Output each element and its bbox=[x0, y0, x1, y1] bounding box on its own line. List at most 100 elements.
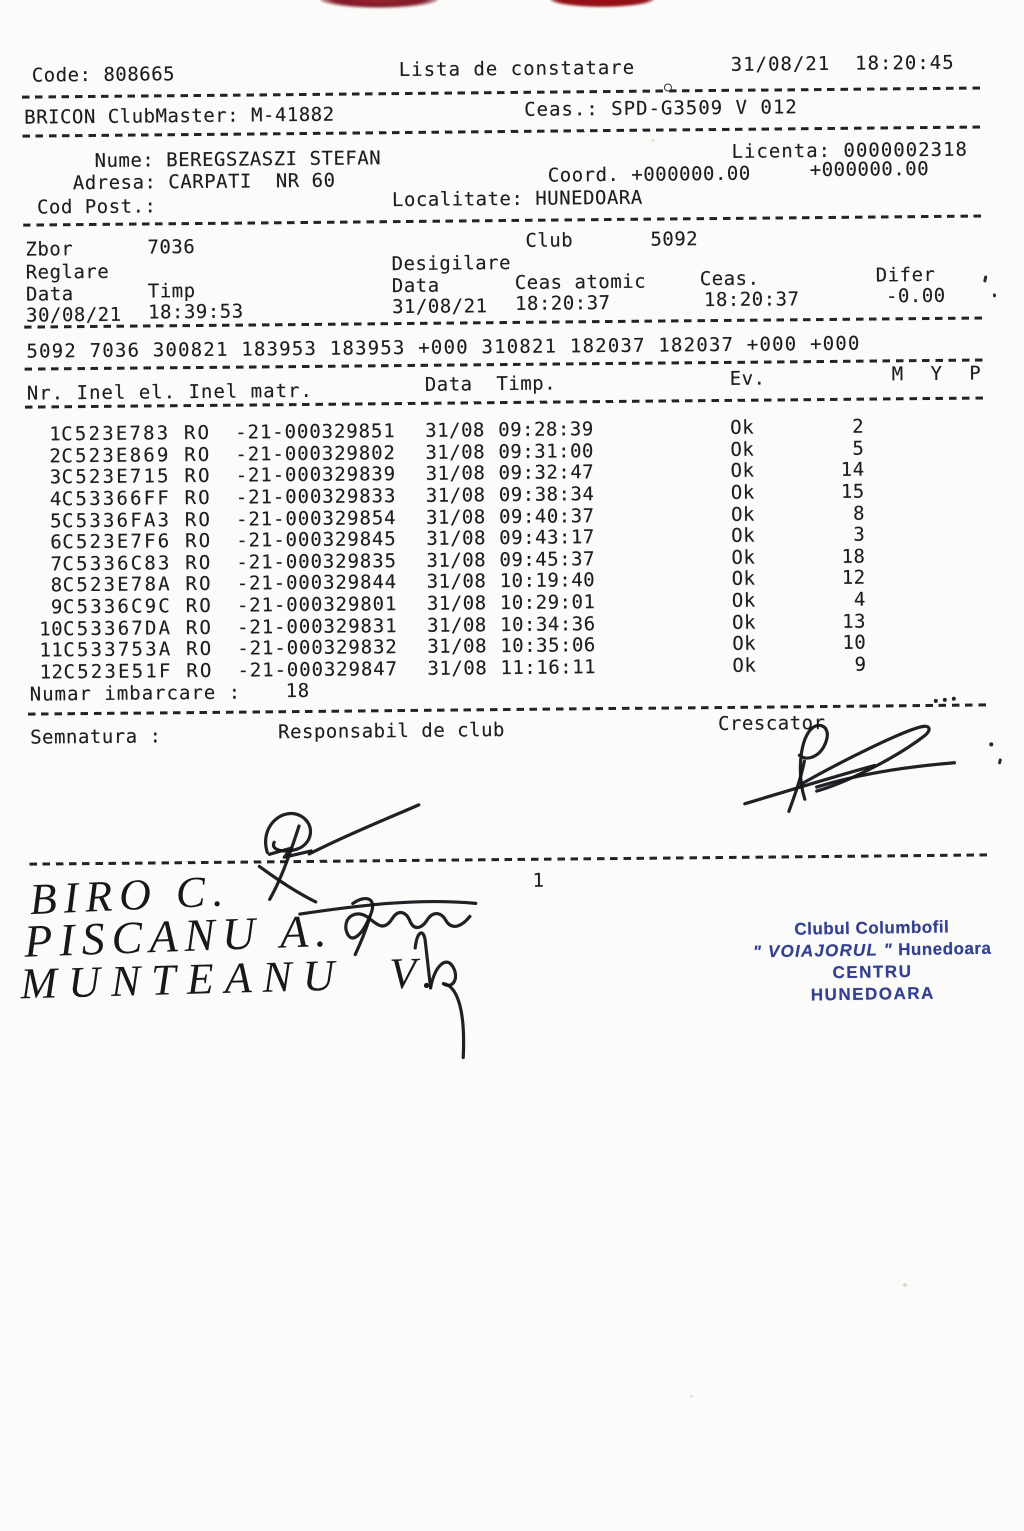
event-status: Ok bbox=[731, 546, 756, 569]
row-number: 12 bbox=[39, 661, 64, 684]
stamp-club-name: " VOIAJORUL " bbox=[752, 940, 894, 962]
row-number: 7 bbox=[50, 553, 63, 576]
m-count: 8 bbox=[852, 502, 866, 525]
row-number: 6 bbox=[50, 531, 63, 554]
electronic-ring: C523E78A RO bbox=[62, 573, 213, 597]
event-status: Ok bbox=[730, 416, 755, 439]
clock-time: 10:19:40 bbox=[499, 569, 596, 593]
club-manager-label: Responsabil de club bbox=[278, 719, 506, 744]
document-title: Lista de constatare bbox=[398, 56, 636, 82]
scan-artifact-dots bbox=[933, 698, 938, 703]
electronic-ring: C53366FF RO bbox=[61, 486, 212, 511]
clock-time: 11:16:11 bbox=[500, 656, 597, 680]
stamp-line-4: HUNEDOARA bbox=[810, 983, 935, 1005]
row-number: 2 bbox=[49, 444, 62, 468]
registration-ring: -21-000329851 bbox=[235, 420, 396, 444]
electronic-ring: C5336C9C RO bbox=[62, 594, 214, 619]
registration-ring: -21-000329831 bbox=[236, 614, 398, 639]
scan-artifact bbox=[983, 275, 987, 283]
device-clock-value: 18:20:37 bbox=[703, 288, 800, 312]
clock-date: 31/08 bbox=[426, 614, 487, 637]
signature-flourish-svg bbox=[413, 931, 466, 1060]
event-status: Ok bbox=[732, 654, 757, 677]
breeder-signature-svg bbox=[743, 723, 957, 813]
page-number: 1 bbox=[532, 869, 545, 892]
stamp-city: Hunedoara bbox=[892, 938, 992, 960]
m-count: 4 bbox=[853, 588, 866, 611]
scan-datetime: 31/08/21 18:20:45 bbox=[730, 51, 955, 76]
divider bbox=[23, 214, 984, 227]
clock-time: 09:45:37 bbox=[499, 548, 596, 571]
row-number: 9 bbox=[50, 596, 64, 619]
event-status: Ok bbox=[731, 568, 756, 591]
registration-ring: -21-000329845 bbox=[236, 528, 397, 552]
divider bbox=[21, 86, 982, 99]
scan-artifact bbox=[997, 758, 1002, 765]
column-label-data: Data bbox=[25, 283, 74, 306]
electronic-ring: C533753A RO bbox=[63, 638, 214, 662]
address-field: Adresa: CARPATI NR 60 bbox=[72, 169, 336, 195]
clock-date: 31/08 bbox=[426, 527, 487, 551]
row-number: 10 bbox=[39, 618, 64, 641]
coordinates-field: Coord. +000000.00 bbox=[547, 162, 751, 187]
event-status: Ok bbox=[731, 589, 756, 613]
event-status: Ok bbox=[731, 524, 756, 548]
red-ink-mark-right bbox=[550, 0, 654, 7]
m-count: 10 bbox=[842, 632, 867, 655]
flight-label: Zbor bbox=[25, 238, 74, 261]
m-count: 5 bbox=[852, 437, 865, 460]
m-count: 13 bbox=[842, 610, 867, 633]
registration-ring: -21-000329833 bbox=[235, 485, 397, 509]
clubmaster-field: BRICON ClubMaster: M-41882 bbox=[24, 103, 335, 129]
table-header-myp: M Y P bbox=[891, 362, 983, 386]
boarding-count-value: 18 bbox=[285, 679, 310, 703]
club-label: Club bbox=[525, 229, 574, 252]
clock-time: 09:28:39 bbox=[498, 418, 594, 442]
table-header-rings: Nr. Inel el. Inel matr. bbox=[26, 379, 314, 405]
paper-speck bbox=[651, 139, 655, 142]
divider bbox=[27, 703, 988, 716]
event-status: Ok bbox=[730, 481, 755, 504]
table-header-ev: Ev. bbox=[729, 367, 766, 390]
adjust-label: Reglare bbox=[25, 260, 110, 284]
m-count: 15 bbox=[840, 480, 865, 503]
electronic-ring: C53367DA RO bbox=[63, 616, 214, 641]
registration-ring: -21-000329854 bbox=[235, 506, 397, 531]
m-count: 3 bbox=[853, 523, 866, 546]
signature-label: Semnatura : bbox=[30, 725, 162, 749]
sealing-summary-line: 5092 7036 300821 183953 183953 +000 3108… bbox=[26, 332, 861, 363]
electronic-ring: C523E7F6 RO bbox=[62, 530, 213, 554]
unseal-date-value: 31/08/21 bbox=[391, 295, 488, 319]
row-number: 1 bbox=[49, 423, 62, 446]
atomic-clock-value: 18:20:37 bbox=[514, 292, 611, 315]
adjust-time-value: 18:39:53 bbox=[147, 300, 244, 324]
boarding-count-label: Numar imbarcare : bbox=[29, 681, 242, 706]
registration-ring: -21-000329835 bbox=[236, 549, 397, 574]
adjust-date-value: 30/08/21 bbox=[25, 303, 122, 327]
clock-time: 10:29:01 bbox=[499, 591, 596, 615]
signature-svg-strike bbox=[298, 897, 478, 957]
m-count: 9 bbox=[854, 653, 867, 676]
registration-ring: -21-000329839 bbox=[235, 463, 397, 487]
stamp-line-2: " VOIAJORUL " Hunedoara bbox=[744, 938, 1000, 964]
clock-time: 10:35:06 bbox=[500, 634, 596, 658]
m-count: 2 bbox=[852, 415, 865, 438]
clock-date: 31/08 bbox=[427, 657, 488, 680]
divider bbox=[29, 853, 990, 866]
clock-date: 31/08 bbox=[425, 505, 486, 529]
coordinates-field-2: +000000.00 bbox=[809, 157, 930, 182]
clock-field: Ceas.: SPD-G3509 V 012 bbox=[524, 96, 798, 121]
clock-date: 31/08 bbox=[426, 570, 487, 594]
electronic-ring: C523E783 RO bbox=[61, 421, 212, 446]
column-label-difer: Difer bbox=[875, 263, 936, 287]
event-status: Ok bbox=[730, 503, 756, 526]
club-number: 5092 bbox=[650, 228, 699, 251]
paper-speck bbox=[690, 1395, 693, 1398]
m-count: 14 bbox=[840, 458, 865, 482]
owner-name-field: Nume: BEREGSZASZI STEFAN bbox=[94, 147, 382, 172]
table-header-datetime: Data Timp. bbox=[424, 372, 557, 396]
m-count: 18 bbox=[841, 545, 866, 568]
unseal-label: Desigilare bbox=[391, 251, 512, 276]
